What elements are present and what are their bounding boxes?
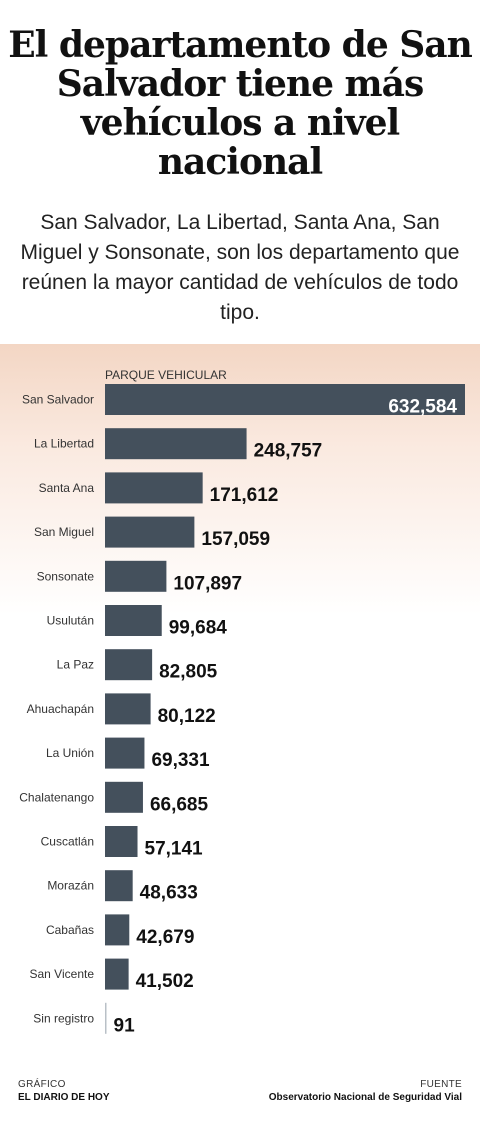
category-label: San Miguel [34, 525, 94, 539]
value-label: 66,685 [150, 794, 209, 815]
category-label: Santa Ana [39, 481, 95, 495]
category-label: La Libertad [34, 437, 94, 451]
category-label: Sonsonate [37, 569, 95, 583]
category-label: San Vicente [30, 967, 95, 981]
bar [105, 472, 203, 504]
value-label: 107,897 [173, 573, 242, 594]
value-label: 69,331 [151, 750, 210, 771]
source-label: FUENTE [420, 1079, 462, 1090]
category-label: Chalatenango [19, 790, 94, 804]
bar [105, 649, 153, 681]
bar [105, 737, 145, 769]
value-label: 171,612 [210, 485, 279, 506]
bar [105, 958, 129, 990]
bar [105, 1002, 107, 1034]
bar [105, 781, 143, 813]
category-label: Sin registro [33, 1011, 94, 1025]
category-label: La Paz [57, 658, 94, 672]
category-label: Ahuachapán [27, 702, 94, 716]
bar [105, 693, 151, 725]
source-name: Observatorio Nacional de Seguridad Vial [268, 1092, 462, 1103]
category-label: Usulután [47, 614, 94, 628]
value-label: 91 [114, 1015, 136, 1036]
bar [105, 560, 167, 592]
credit-label: GRÁFICO [18, 1079, 66, 1090]
value-label: 82,805 [159, 662, 218, 683]
value-label: 632,584 [388, 397, 457, 418]
bar [105, 516, 195, 548]
category-label: La Unión [46, 746, 94, 760]
bar [105, 428, 247, 460]
chart-panel [0, 344, 480, 1056]
chart-title: El departamento de San Salvador tiene má… [8, 24, 473, 183]
value-label: 42,679 [136, 927, 194, 948]
category-label: Cuscatlán [41, 835, 94, 849]
value-label: 157,059 [201, 529, 270, 550]
credit-name: EL DIARIO DE HOY [18, 1092, 110, 1103]
bar [105, 870, 133, 902]
bar-chart: PARQUE VEHICULAR San Salvador 632,584 La Li… [19, 368, 465, 1036]
bar [105, 914, 130, 946]
chart-subtitle: San Salvador, La Libertad, Santa Ana, Sa… [20, 211, 460, 324]
value-label: 41,502 [136, 971, 194, 992]
bar [105, 826, 138, 857]
bar [105, 605, 162, 636]
category-label: Morazán [47, 879, 94, 893]
value-label: 248,757 [254, 441, 323, 462]
bar [105, 384, 465, 415]
series-label: PARQUE VEHICULAR [105, 368, 227, 382]
value-label: 99,684 [169, 618, 228, 639]
value-label: 80,122 [158, 706, 216, 727]
value-label: 48,633 [140, 883, 198, 904]
category-label: Cabañas [46, 923, 94, 937]
value-label: 57,141 [145, 839, 204, 860]
category-label: San Salvador [22, 393, 94, 407]
